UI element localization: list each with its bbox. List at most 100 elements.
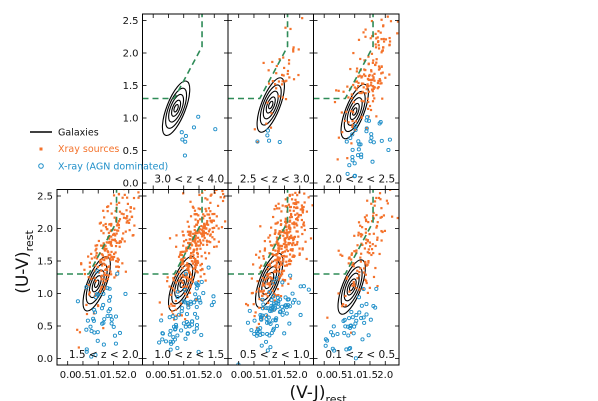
x-tick-label: 0.5 [75, 370, 91, 381]
xray-point [189, 230, 192, 233]
xray-point [288, 76, 291, 79]
xray-point [376, 187, 378, 189]
xray-point [83, 268, 86, 271]
xray-point [356, 277, 359, 280]
xray-point [195, 223, 198, 226]
agn-point [323, 343, 328, 348]
agn-point [159, 318, 164, 323]
xray-point [370, 70, 373, 73]
xray-point [289, 227, 292, 231]
xray-point [95, 247, 98, 250]
xray-point [201, 191, 204, 194]
y-tick-label: 0.5 [123, 146, 139, 157]
xray-point [378, 192, 382, 195]
xray-point [199, 264, 202, 267]
xray-point [340, 111, 343, 114]
x-tick-label: 1.5 [362, 370, 378, 381]
xray-point [195, 270, 199, 273]
xray-point [114, 251, 117, 254]
agn-point [369, 135, 374, 140]
xray-point [355, 67, 359, 70]
agn-point [194, 282, 200, 287]
xray-point [263, 278, 266, 281]
panel: 0.0 0.5 1.0 1.5 2.0 1.0 < z < 1.5 [142, 189, 229, 381]
xray-point [370, 88, 374, 91]
xray-point [371, 90, 374, 93]
xray-point [270, 226, 273, 229]
agn-point [330, 346, 335, 351]
xray-point [185, 247, 188, 251]
agn-point [186, 305, 191, 310]
xray-point [301, 208, 304, 211]
agn-point [277, 310, 282, 315]
agn-point [266, 315, 271, 320]
xray-point [193, 229, 196, 232]
agn-point [350, 132, 355, 137]
agn-point [175, 295, 180, 300]
xray-point [347, 257, 351, 260]
galaxy-density-contour [256, 77, 285, 133]
xray-point [367, 84, 370, 87]
xray-point [90, 257, 93, 260]
xray-point [206, 232, 209, 236]
xray-point [378, 67, 381, 70]
xray-point [185, 246, 188, 249]
agn-point [353, 124, 358, 129]
xray-point [100, 285, 103, 288]
xray-point [370, 248, 374, 251]
xray-point [113, 252, 116, 255]
xray-point [274, 249, 277, 252]
xray-point [283, 250, 287, 253]
xray-point [194, 237, 197, 241]
xray-point [210, 193, 213, 196]
xray-point [284, 98, 288, 101]
xray-point [282, 260, 285, 263]
xray-point [180, 250, 183, 253]
panel: 0.0 0.5 1.0 1.5 2.0 2.5 3.0 < z < 4.0 [123, 13, 229, 190]
agn-point [95, 338, 100, 343]
xray-point [285, 228, 288, 231]
agn-point [285, 297, 290, 302]
xray-point [373, 72, 376, 75]
xray-point [277, 202, 280, 205]
xray-point [88, 265, 91, 268]
agn-point [360, 337, 365, 342]
xray-point [288, 220, 291, 223]
xray-point [278, 257, 282, 260]
agn-point [175, 333, 180, 338]
xray-point [362, 86, 365, 89]
agn-point [179, 130, 184, 135]
xray-point [104, 279, 108, 283]
agn-point [361, 286, 366, 292]
galaxy-density-contour [346, 97, 363, 126]
xray-point [355, 88, 358, 91]
xray-point [211, 227, 214, 230]
xray-point [272, 215, 275, 219]
xray-point [303, 228, 306, 232]
xray-point [355, 287, 358, 290]
xray-point [288, 237, 291, 241]
xray-point [374, 266, 377, 270]
xray-point [117, 258, 120, 261]
xray-point [293, 221, 296, 224]
xray-point [190, 260, 193, 263]
xray-point [76, 328, 79, 331]
agn-point [93, 295, 98, 300]
xray-point [195, 230, 198, 233]
xray-point [277, 294, 280, 297]
xray-point [255, 290, 258, 293]
xray-point [171, 287, 174, 290]
xray-point [108, 240, 111, 243]
quiescent-boundary [57, 189, 118, 275]
xray-point [192, 256, 196, 260]
xray-point [187, 225, 191, 228]
xray-point [203, 272, 206, 276]
xray-point [360, 242, 363, 245]
xray-point [94, 280, 97, 283]
xray-point [252, 263, 255, 266]
xray-point [102, 278, 105, 281]
xray-point [184, 288, 188, 291]
xray-point [272, 248, 275, 251]
galaxy-density-contour [262, 90, 279, 120]
y-tick-label: 2.5 [123, 16, 139, 27]
